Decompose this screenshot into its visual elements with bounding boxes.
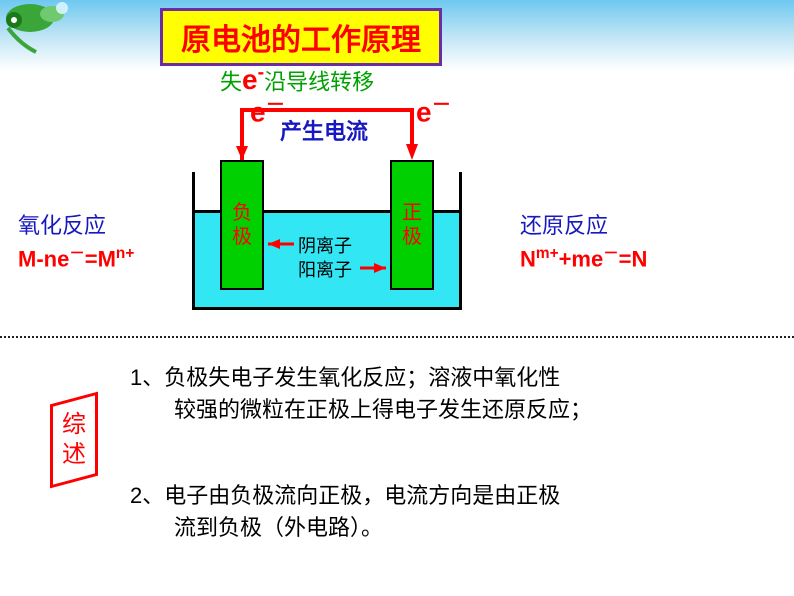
page-title: 原电池的工作原理 — [160, 8, 442, 66]
summary-item-2: 2、电子由负极流向正极，电流方向是由正极 流到负极（外电路）。 — [130, 480, 750, 544]
oxidation-label: 氧化反应 M-ne－=Mn+ — [18, 212, 134, 273]
cation-label: 阳离子 — [298, 256, 352, 282]
subtitle-prefix: 失 — [220, 69, 242, 94]
positive-electrode: 正 极 — [390, 160, 434, 290]
current-label: 产生电流 — [280, 114, 368, 146]
subtitle: 失e-沿导线转移 — [220, 62, 374, 96]
electron-right-label: e－ — [416, 88, 451, 128]
negative-electrode: 负 极 — [220, 160, 264, 290]
anion-label: 阴离子 — [298, 232, 352, 258]
leaf-decoration — [0, 0, 80, 60]
divider — [0, 336, 794, 338]
summary-label-box: 综 述 — [50, 392, 98, 489]
reduction-label: 还原反应 Nm++me－=N — [520, 212, 647, 273]
summary-item-1: 1、负极失电子发生氧化反应；溶液中氧化性 较强的微粒在正极上得电子发生还原反应； — [130, 362, 750, 426]
battery-diagram: e－ e－ 产生电流 负 极 正 极 阴离子 阳离子 — [192, 96, 462, 316]
